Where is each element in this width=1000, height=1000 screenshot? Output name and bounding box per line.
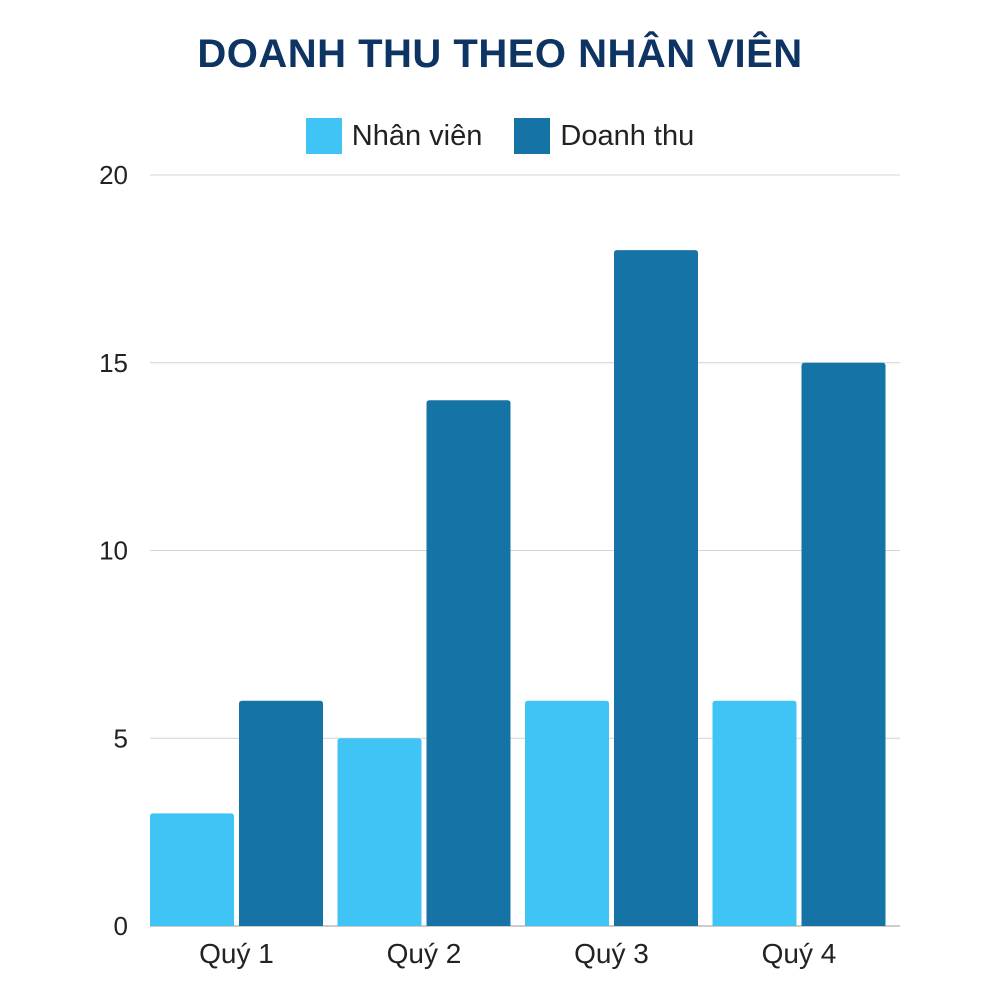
bar-doanh-thu-3 xyxy=(614,250,698,927)
bar-nhan-vien-4 xyxy=(712,700,797,926)
chart-title: DOANH THU THEO NHÂN VIÊN xyxy=(197,32,803,76)
bar-doanh-thu-1 xyxy=(239,700,323,926)
legend: Nhân viên Doanh thu xyxy=(0,118,1000,154)
x-category-label: Quý 2 xyxy=(387,938,462,969)
y-tick-label: 5 xyxy=(114,723,128,753)
legend-item-doanh-thu: Doanh thu xyxy=(514,118,694,154)
bar-nhan-vien-2 xyxy=(337,738,422,926)
bar-nhan-vien-3 xyxy=(525,700,609,926)
legend-swatch-doanh-thu xyxy=(514,118,551,154)
y-tick-label: 20 xyxy=(99,160,128,190)
x-category-label: Quý 4 xyxy=(762,938,837,969)
y-tick-label: 10 xyxy=(99,536,128,566)
bar-nhan-vien-1 xyxy=(150,813,234,926)
x-category-label: Quý 3 xyxy=(574,938,649,969)
bar-doanh-thu-2 xyxy=(426,400,511,926)
y-tick-label: 0 xyxy=(114,911,128,941)
legend-item-nhan-vien: Nhân viên xyxy=(305,118,483,154)
legend-label-doanh-thu: Doanh thu xyxy=(560,119,695,152)
legend-swatch-nhan-vien xyxy=(305,118,342,154)
x-category-label: Quý 1 xyxy=(199,938,274,969)
y-tick-label: 15 xyxy=(99,348,128,378)
legend-label-nhan-vien: Nhân viên xyxy=(351,119,483,152)
bar-doanh-thu-4 xyxy=(801,362,886,926)
